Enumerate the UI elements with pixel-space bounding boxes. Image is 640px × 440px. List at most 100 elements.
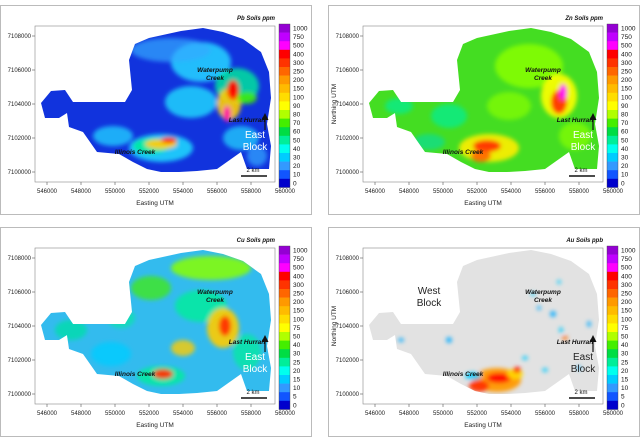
colorbar-segment xyxy=(607,127,618,137)
colorbar-segment xyxy=(607,110,618,119)
colorbar-label: 20 xyxy=(293,163,301,170)
geochem-anomaly xyxy=(107,308,135,328)
east-block-label: East xyxy=(245,352,265,363)
colorbar-label: 150 xyxy=(293,308,304,315)
colorbar-label: 500 xyxy=(293,43,304,50)
geochem-anomaly xyxy=(237,92,257,104)
colorbar-label: 150 xyxy=(293,86,304,93)
west-block-label-2: Block xyxy=(89,298,114,309)
colorbar-label: 40 xyxy=(621,146,629,153)
waterpump-creek-label: Waterpump xyxy=(525,289,561,296)
map-svg-cu: 7108000 7106000 7104000 7102000 7100000 54600… xyxy=(8,238,308,429)
x-tick-label: 560000 xyxy=(603,411,624,417)
colorbar-segment xyxy=(279,101,290,111)
x-tick-label: 552000 xyxy=(467,189,488,195)
colorbar-label: 10 xyxy=(293,172,301,179)
colorbar-label: 400 xyxy=(621,273,632,280)
west-block-label-2: Block xyxy=(417,298,442,309)
colorbar-label: 90 xyxy=(621,103,629,110)
geochem-anomaly xyxy=(559,327,563,333)
colorbar-label: 200 xyxy=(621,299,632,306)
y-tick-label: 7104000 xyxy=(8,324,32,330)
colorbar-segment xyxy=(607,101,618,111)
colorbar-segment xyxy=(607,67,618,76)
x-axis-title: Easting UTM xyxy=(136,422,174,429)
colorbar-segment xyxy=(607,297,618,307)
x-tick-label: 546000 xyxy=(37,189,58,195)
colorbar-label: 70 xyxy=(293,120,301,127)
colorbar-label: 40 xyxy=(621,342,629,349)
colorbar-segment xyxy=(279,263,290,273)
x-tick-label: 560000 xyxy=(275,189,296,195)
geochem-anomaly xyxy=(487,92,531,120)
colorbar-segment xyxy=(607,254,618,264)
geochem-anomaly xyxy=(171,340,195,356)
x-tick-label: 552000 xyxy=(139,411,160,417)
colorbar-frame xyxy=(606,245,619,410)
x-tick-label: 546000 xyxy=(37,411,58,417)
colorbar-label: 250 xyxy=(621,291,632,298)
geochem-anomaly xyxy=(559,122,591,150)
colorbar-label: 1000 xyxy=(621,248,636,255)
east-block-label-2: Block xyxy=(571,364,596,375)
illinois-creek-label: Illinois Creek xyxy=(115,149,156,156)
last-hurrah-label: Last Hurrah xyxy=(557,339,594,346)
x-tick-label: 546000 xyxy=(365,411,386,417)
geochem-anomaly xyxy=(473,140,501,152)
geochem-anomaly xyxy=(55,320,87,340)
map-panel-au: 7108000 7106000 7104000 7102000 7100000 54600… xyxy=(328,227,640,437)
geochem-anomaly xyxy=(227,80,239,100)
x-tick-label: 550000 xyxy=(105,189,126,195)
colorbar-label: 250 xyxy=(293,69,304,76)
y-tick-label: 7102000 xyxy=(336,136,360,142)
colorbar-label: 500 xyxy=(621,43,632,50)
geochem-anomaly xyxy=(223,126,259,150)
map-panel-cu: 7108000 7106000 7104000 7102000 7100000 54600… xyxy=(0,227,312,437)
y-axis-title: Northing UTM xyxy=(331,306,338,346)
map-svg-zn: 7108000 7106000 7104000 7102000 7100000 54600… xyxy=(331,16,636,207)
colorbar-label: 15 xyxy=(621,377,629,384)
scale-bar-label: 2 km xyxy=(574,390,587,396)
illinois-creek-label: Illinois Creek xyxy=(443,371,484,378)
colorbar-label: 30 xyxy=(293,155,301,162)
colorbar-segment xyxy=(279,323,290,333)
west-block-label-2: Block xyxy=(417,76,442,87)
east-block-label-2: Block xyxy=(243,364,268,375)
x-tick-label: 548000 xyxy=(399,411,420,417)
colorbar-segment xyxy=(279,349,290,359)
colorbar-segment xyxy=(279,306,290,316)
colorbar-label: 80 xyxy=(293,112,301,119)
geochem-anomaly xyxy=(562,336,568,340)
colorbar-segment xyxy=(607,349,618,359)
geochem-anomaly xyxy=(171,256,251,280)
geochem-anomaly xyxy=(161,137,177,143)
waterpump-creek-label: Waterpump xyxy=(197,67,233,74)
geochem-anomaly xyxy=(385,98,413,114)
geochem-anomaly xyxy=(487,373,511,383)
colorbar-label: 25 xyxy=(293,359,301,366)
colorbar-label: 5 xyxy=(293,394,297,401)
x-tick-label: 548000 xyxy=(71,411,92,417)
x-axis-title: Easting UTM xyxy=(464,422,502,429)
geochem-anomaly xyxy=(93,126,133,146)
waterpump-creek-label: Waterpump xyxy=(525,67,561,74)
colorbar-segment xyxy=(279,392,290,402)
y-tick-label: 7104000 xyxy=(336,324,360,330)
colorbar-segment xyxy=(279,161,290,171)
last-hurrah-label: Last Hurrah xyxy=(229,117,266,124)
y-tick-label: 7108000 xyxy=(8,256,32,262)
colorbar-label: 10 xyxy=(293,385,301,392)
map-title: Pb Soils ppm xyxy=(237,16,276,22)
colorbar-label: 750 xyxy=(293,34,304,41)
colorbar-segment xyxy=(607,280,618,290)
y-tick-label: 7100000 xyxy=(8,392,32,398)
colorbar-segment xyxy=(607,135,618,145)
north-arrow-icon xyxy=(589,335,597,342)
y-tick-label: 7108000 xyxy=(336,34,360,40)
colorbar-segment xyxy=(279,383,290,393)
anomaly-blur-group xyxy=(93,38,267,166)
colorbar-label: 30 xyxy=(621,155,629,162)
colorbar-label: 300 xyxy=(621,282,632,289)
geochem-anomaly xyxy=(247,146,267,166)
x-tick-label: 554000 xyxy=(501,411,522,417)
